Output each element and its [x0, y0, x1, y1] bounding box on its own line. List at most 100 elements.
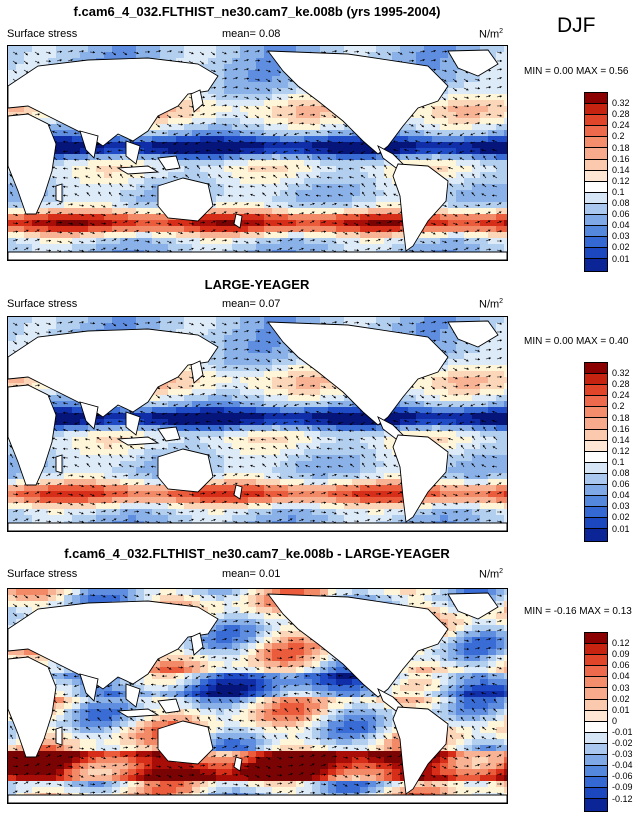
colorbar-segment: [585, 732, 607, 744]
colorbar-segment: [585, 159, 607, 171]
colorbar-tick-label: 0.18: [612, 412, 630, 423]
colorbar-segment: [585, 710, 607, 722]
panel3-mean: mean= 0.01: [222, 568, 280, 580]
colorbar-tick-label: -0.06: [612, 771, 633, 782]
colorbar-tick-label: 0.01: [612, 523, 630, 534]
colorbar-segment: [585, 788, 607, 800]
panel3-units-text: N/m: [479, 568, 500, 581]
colorbar-tick-label: 0.24: [612, 390, 630, 401]
colorbar-tick-label: 0.04: [612, 220, 630, 231]
colorbar-tick-label: 0.09: [612, 649, 630, 660]
colorbar-tick-label: -0.09: [612, 782, 633, 793]
panel3-colorbar: [584, 632, 608, 812]
colorbar-segment: [585, 529, 607, 541]
colorbar-segment: [585, 385, 607, 397]
colorbar-segment: [585, 777, 607, 789]
colorbar-segment: [585, 226, 607, 238]
colorbar-segment: [585, 396, 607, 408]
colorbar-segment: [585, 633, 607, 645]
colorbar-tick-label: 0.01: [612, 253, 630, 264]
panel2-title: LARGE-YEAGER: [204, 277, 310, 292]
panel2-mean: mean= 0.07: [222, 298, 280, 310]
colorbar-tick-label: -0.12: [612, 793, 633, 804]
colorbar-segment: [585, 440, 607, 452]
colorbar-segment: [585, 677, 607, 689]
panel1-mean-value: 0.08: [259, 28, 281, 40]
colorbar-tick-label: 0.06: [612, 209, 630, 220]
colorbar-segment: [585, 485, 607, 497]
colorbar-tick-label: -0.03: [612, 749, 633, 760]
colorbar-tick-label: 0.03: [612, 682, 630, 693]
colorbar-segment: [585, 363, 607, 375]
colorbar-tick-label: 0.32: [612, 368, 630, 379]
colorbar-segment: [585, 192, 607, 204]
panel1-mean-label: mean=: [222, 28, 256, 40]
colorbar-tick-label: 0.18: [612, 142, 630, 153]
colorbar-segment: [585, 126, 607, 138]
colorbar-tick-label: 0.1: [612, 456, 625, 467]
colorbar-tick-label: 0.03: [612, 501, 630, 512]
colorbar-tick-label: 0.16: [612, 423, 630, 434]
panel3-mean-value: 0.01: [259, 568, 281, 580]
continents: [8, 592, 507, 803]
colorbar-tick-label: 0.06: [612, 479, 630, 490]
panel2-colorbar: [584, 362, 608, 542]
panel3-mean-label: mean=: [222, 568, 256, 580]
colorbar-segment: [585, 259, 607, 271]
colorbar-segment: [585, 462, 607, 474]
colorbar-segment: [585, 688, 607, 700]
panel3-units-sup: 2: [499, 568, 504, 575]
colorbar-tick-label: 0.1: [612, 186, 625, 197]
colorbar-segment: [585, 518, 607, 530]
panel2-map: [7, 316, 508, 532]
panel3-units: N/m2: [479, 568, 503, 581]
colorbar-tick-label: 0.02: [612, 512, 630, 523]
colorbar-tick-label: 0: [612, 715, 618, 726]
colorbar-segment: [585, 799, 607, 811]
panel3-map: [7, 588, 508, 804]
panel3-title: f.cam6_4_032.FLTHIST_ne30.cam7_ke.008b -…: [64, 546, 450, 561]
colorbar-segment: [585, 766, 607, 778]
colorbar-segment: [585, 451, 607, 463]
colorbar-tick-label: 0.02: [612, 242, 630, 253]
colorbar-tick-label: 0.24: [612, 120, 630, 131]
colorbar-tick-label: 0.06: [612, 660, 630, 671]
panel3-variable: Surface stress: [7, 568, 78, 580]
colorbar-segment: [585, 473, 607, 486]
colorbar-segment: [585, 507, 607, 519]
colorbar-tick-label: 0.08: [612, 198, 630, 208]
colorbar-tick-label: 0.04: [612, 490, 630, 501]
panel2-units: N/m2: [479, 298, 503, 311]
colorbar-segment: [585, 170, 607, 182]
colorbar-tick-label: -0.04: [612, 760, 633, 771]
panel3-minmax: MIN = -0.16 MAX = 0.13: [524, 606, 632, 617]
colorbar-segment: [585, 407, 607, 419]
colorbar-tick-label: 0.2: [612, 401, 625, 412]
colorbar-tick-label: 0.08: [612, 468, 630, 478]
colorbar-segment: [585, 237, 607, 249]
colorbar-segment: [585, 181, 607, 193]
colorbar-segment: [585, 666, 607, 678]
colorbar-tick-label: 0.28: [612, 379, 630, 390]
colorbar-tick-label: -0.02: [612, 738, 633, 748]
colorbar-segment: [585, 104, 607, 116]
colorbar-segment: [585, 644, 607, 656]
colorbar-tick-label: -0.01: [612, 726, 633, 737]
colorbar-tick-label: 0.12: [612, 175, 630, 186]
colorbar-segment: [585, 248, 607, 260]
panel2-units-sup: 2: [499, 298, 504, 305]
panel1-title: f.cam6_4_032.FLTHIST_ne30.cam7_ke.008b (…: [73, 4, 441, 19]
panel1-units-sup: 2: [499, 28, 504, 35]
panel2-units-text: N/m: [479, 298, 500, 311]
colorbar-tick-label: 0.28: [612, 109, 630, 120]
colorbar-segment: [585, 721, 607, 733]
colorbar-segment: [585, 429, 607, 441]
colorbar-segment: [585, 215, 607, 227]
panel1-colorbar: [584, 92, 608, 272]
colorbar-tick-label: 0.2: [612, 131, 625, 142]
panel2-mean-label: mean=: [222, 298, 256, 310]
continents: [8, 320, 507, 531]
colorbar-segment: [585, 115, 607, 127]
colorbar-tick-label: 0.12: [612, 445, 630, 456]
colorbar-tick-label: 0.04: [612, 671, 630, 682]
